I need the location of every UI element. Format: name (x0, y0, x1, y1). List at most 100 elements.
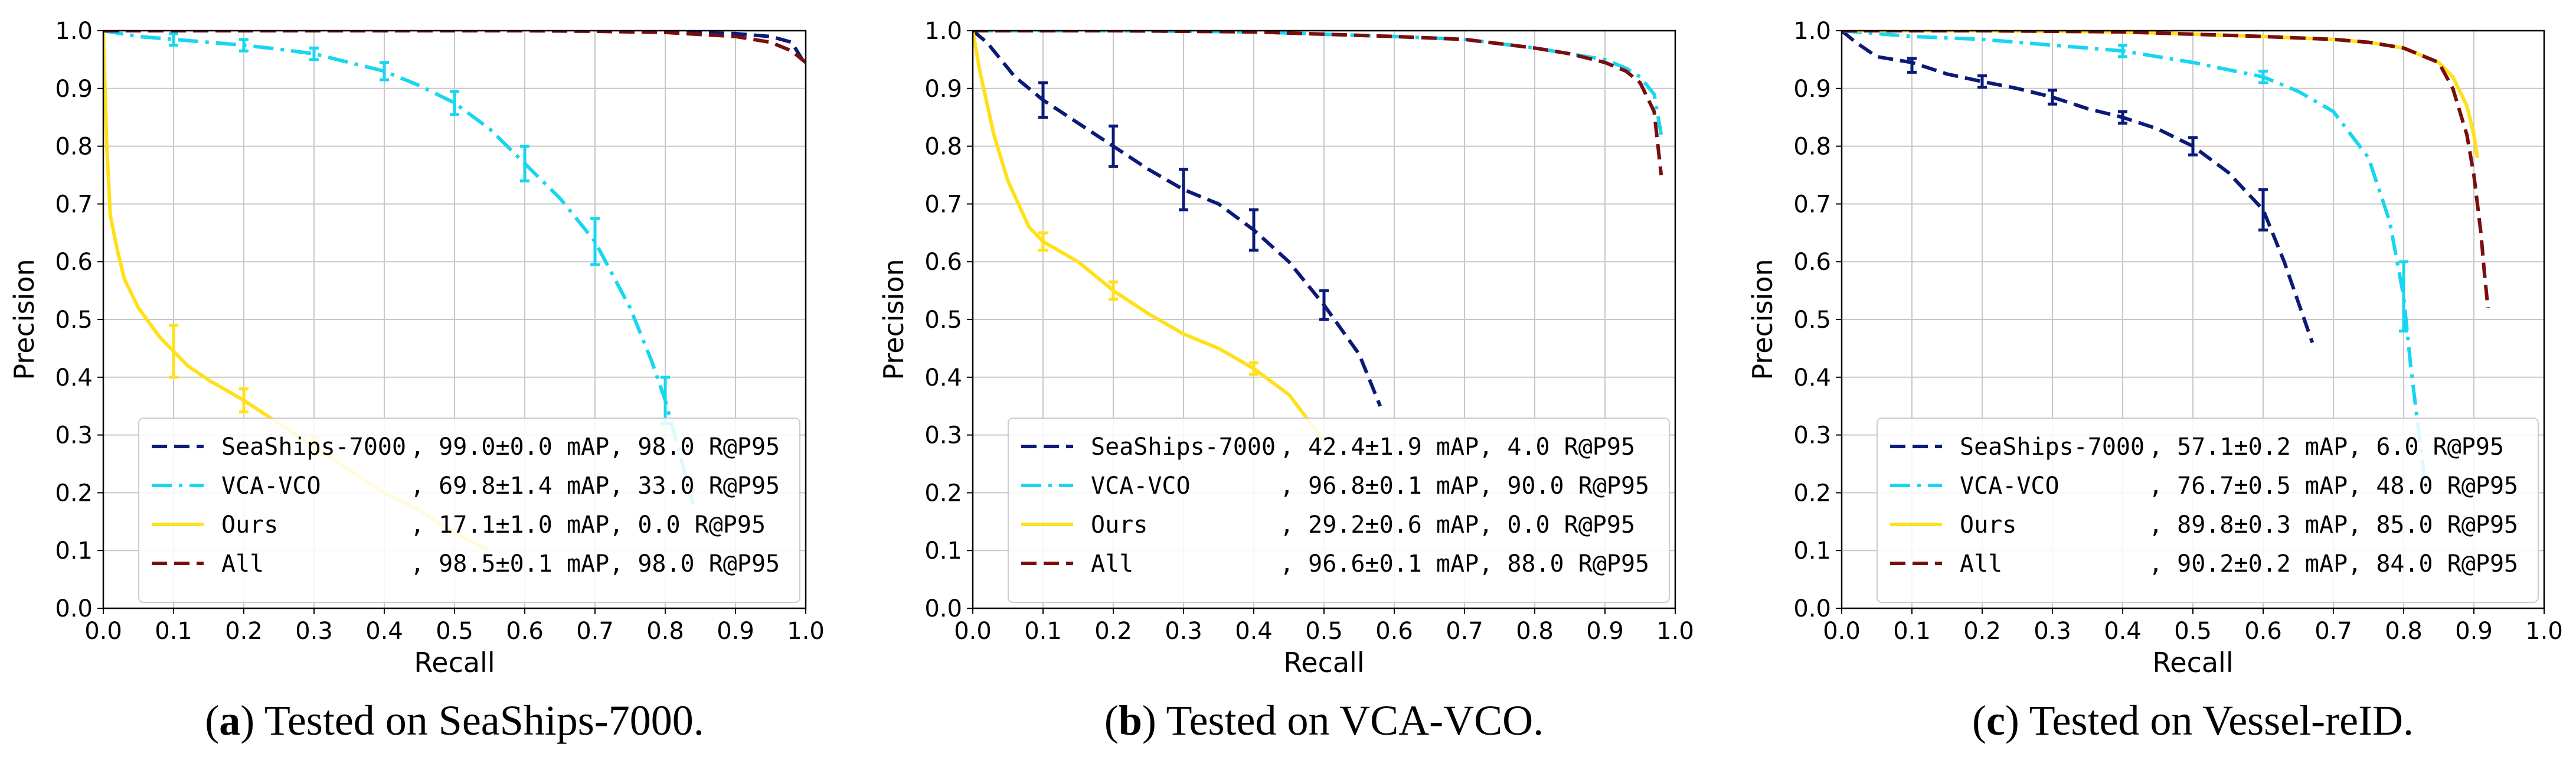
series-line-vca-vco (103, 31, 695, 505)
series-line-vca-vco (973, 31, 1663, 135)
x-tick-label: 1.0 (1656, 618, 1694, 645)
series-line-seaships-7000 (1842, 31, 2315, 344)
x-tick-label: 0.6 (506, 618, 544, 645)
legend-box (138, 418, 800, 603)
y-tick-label: 0.3 (1793, 422, 1831, 449)
y-tick-label: 0.6 (55, 249, 93, 276)
legend-series-stats: , 17.1±1.0 mAP, 0.0 R@P95 (410, 511, 766, 539)
x-tick-label: 0.3 (2034, 618, 2071, 645)
x-axis-label: Recall (1283, 647, 1364, 679)
legend-series-stats: , 90.2±0.2 mAP, 84.0 R@P95 (2149, 550, 2518, 578)
legend-series-stats: , 69.8±1.4 mAP, 33.0 R@P95 (410, 472, 780, 500)
legend-series-stats: , 29.2±0.6 mAP, 0.0 R@P95 (1280, 511, 1635, 539)
caption-paren-close: ) (1142, 697, 1166, 744)
x-tick-label: 0.1 (1893, 618, 1931, 645)
x-tick-label: 0.8 (1516, 618, 1554, 645)
x-tick-label: 0.9 (1586, 618, 1624, 645)
caption-paren-open: ( (205, 697, 219, 744)
y-tick-label: 1.0 (55, 18, 93, 45)
series-line-all (973, 31, 1663, 175)
series-line-seaships-7000 (973, 31, 1382, 407)
y-tick-label: 0.9 (924, 76, 962, 103)
legend-series-stats: , 42.4±1.9 mAP, 4.0 R@P95 (1280, 433, 1635, 461)
legend-series-name: All (1091, 550, 1133, 578)
x-tick-label: 0.9 (717, 618, 754, 645)
series-group (1842, 31, 2490, 482)
x-tick-label: 0.7 (1446, 618, 1483, 645)
y-tick-label: 0.0 (924, 595, 962, 622)
legend-series-name: Ours (221, 511, 278, 539)
y-tick-label: 0.5 (924, 306, 962, 334)
x-tick-label: 0.5 (436, 618, 473, 645)
axes-frame (972, 30, 1676, 609)
y-tick-label: 0.9 (1793, 76, 1831, 103)
caption-text: Tested on VCA-VCO. (1166, 697, 1544, 744)
chart-panel-c: 0.00.0 0.1 0.1 0.2 0.2 0.3 0.3 0.4 0.4 0.5 0.5 0.6 0… (1747, 18, 2563, 744)
x-tick-label: 0.6 (1375, 618, 1413, 645)
x-tick-label: 0.7 (2315, 618, 2352, 645)
y-tick-label: 0.0 (55, 595, 93, 622)
caption-letter: b (1119, 697, 1142, 744)
axes-frame (1841, 30, 2545, 609)
x-axis-label: Recall (2152, 647, 2233, 679)
y-tick-label: 0.6 (924, 249, 962, 276)
y-tick-label: 0.4 (924, 364, 962, 392)
y-tick-label: 0.2 (924, 480, 962, 507)
y-axis-label: Precision (8, 259, 40, 380)
x-tick-label: 0.7 (576, 618, 614, 645)
chart-panel-a: 0.00.0 0.1 0.1 0.2 0.2 0.3 0.3 0.4 0.4 0.5 0.5 0.6 0… (8, 18, 825, 744)
x-tick-label: 0.2 (225, 618, 263, 645)
y-axis-label: Precision (1747, 259, 1779, 380)
legend-series-stats: , 99.0±0.0 mAP, 98.0 R@P95 (410, 433, 780, 461)
x-tick-label: 0.5 (1305, 618, 1343, 645)
legend-series-name: SeaShips-7000 (1960, 433, 2145, 461)
legend-series-stats: , 96.8±0.1 mAP, 90.0 R@P95 (1280, 472, 1649, 500)
legend-series-name: VCA-VCO (221, 472, 321, 500)
y-tick-label: 0.5 (55, 306, 93, 334)
y-tick-label: 0.3 (55, 422, 93, 449)
legend-series-name: SeaShips-7000 (1091, 433, 1276, 461)
legend-series-stats: , 89.8±0.3 mAP, 85.0 R@P95 (2149, 511, 2518, 539)
legend: SeaShips-7000, 42.4±1.9 mAP, 4.0 R@P95 VC… (1008, 418, 1670, 603)
legend-series-name: Ours (1091, 511, 1148, 539)
y-tick-label: 0.1 (1793, 537, 1831, 565)
series-line-all (1842, 31, 2490, 308)
y-tick-label: 1.0 (924, 18, 962, 45)
y-tick-label: 0.1 (924, 537, 962, 565)
caption-letter: c (1986, 697, 2005, 744)
y-tick-label: 0.8 (1793, 133, 1831, 161)
caption-text: Tested on Vessel-reID. (2029, 697, 2414, 744)
y-tick-label: 0.1 (55, 537, 93, 565)
caption-paren-close: ) (240, 697, 264, 744)
y-tick-label: 0.3 (924, 422, 962, 449)
caption-paren-close: ) (2005, 697, 2029, 744)
x-tick-label: 0.6 (2244, 618, 2282, 645)
caption-paren-open: ( (1972, 697, 1986, 744)
x-tick-label: 0.8 (646, 618, 684, 645)
x-tick-label: 0.2 (1963, 618, 2001, 645)
x-tick-label: 0.9 (2455, 618, 2493, 645)
caption-text: Tested on SeaShips-7000. (264, 697, 704, 744)
y-tick-label: 0.2 (1793, 480, 1831, 507)
legend-series-stats: , 96.6±0.1 mAP, 88.0 R@P95 (1280, 550, 1649, 578)
x-tick-label: 0.0 (1823, 618, 1861, 645)
chart-panel-b: 0.00.0 0.1 0.1 0.2 0.2 0.3 0.3 0.4 0.4 0.5 0.5 0.6 0… (878, 18, 1694, 744)
x-tick-label: 0.3 (295, 618, 333, 645)
legend-series-name: VCA-VCO (1960, 472, 2060, 500)
y-tick-label: 0.4 (55, 364, 93, 392)
y-tick-label: 0.0 (1793, 595, 1831, 622)
legend-series-name: VCA-VCO (1091, 472, 1191, 500)
x-tick-label: 0.0 (84, 618, 122, 645)
legend-series-name: SeaShips-7000 (221, 433, 406, 461)
x-tick-label: 1.0 (787, 618, 825, 645)
x-tick-label: 0.3 (1165, 618, 1202, 645)
y-axis-label: Precision (878, 259, 910, 380)
figure-caption: (a) Tested on SeaShips-7000. (205, 697, 704, 744)
series-line-seaships-7000 (103, 31, 806, 67)
x-tick-label: 0.0 (954, 618, 992, 645)
y-tick-label: 0.6 (1793, 249, 1831, 276)
legend-series-stats: , 76.7±0.5 mAP, 48.0 R@P95 (2149, 472, 2518, 500)
legend-series-name: Ours (1960, 511, 2016, 539)
y-tick-label: 0.4 (1793, 364, 1831, 392)
